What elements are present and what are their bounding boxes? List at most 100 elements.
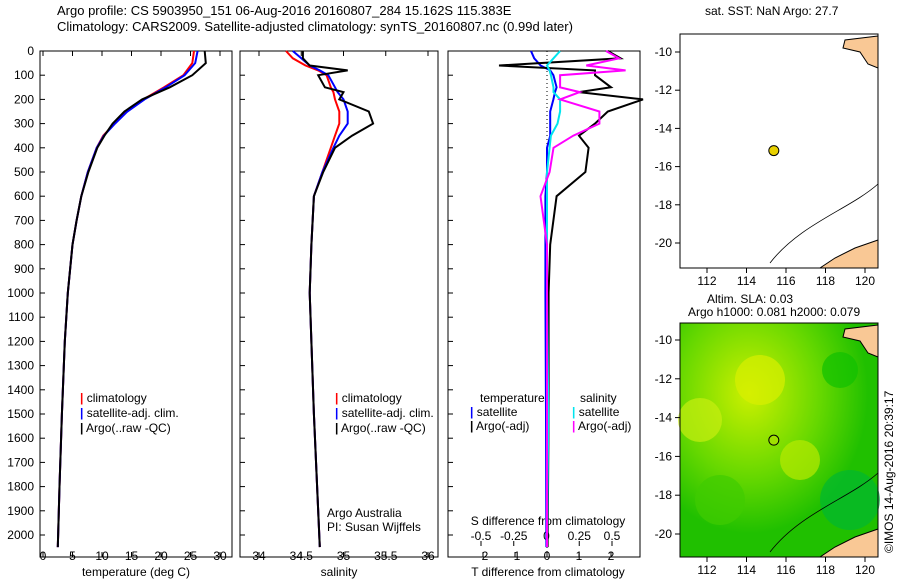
x-tick-label: 0 <box>40 549 47 563</box>
x2-tick-label: -0.5 <box>471 529 492 543</box>
legend-t-sat: satellite <box>476 405 518 419</box>
sla-blob <box>820 470 880 530</box>
plot-frame-2 <box>447 50 641 558</box>
lat-tick-label: -12 <box>655 372 673 386</box>
lon-tick-label: 118 <box>816 274 835 288</box>
x2-tick-label: -0.25 <box>500 529 528 543</box>
y-tick-label: 2000 <box>7 528 34 542</box>
y-tick-label: 1100 <box>8 310 34 324</box>
credit-line-2: PI: Susan Wijffels <box>327 520 421 534</box>
x-axis-label: salinity <box>321 565 358 579</box>
legend-satellite: satellite-adj. clim. <box>86 406 179 420</box>
lon-tick-label: 118 <box>816 563 835 577</box>
series-line-temperature-satellite <box>530 50 558 548</box>
series-line-temperature-argo-adj- <box>498 50 644 548</box>
land-island <box>842 35 879 69</box>
lon-tick-label: 116 <box>776 563 795 577</box>
x-tick-label: 34 <box>252 549 266 563</box>
lat-tick-label: -18 <box>655 488 673 502</box>
legend-climatology: climatology <box>341 391 402 405</box>
land-australia <box>818 239 879 269</box>
x-tick-label: -2 <box>478 549 489 563</box>
y-tick-label: 1700 <box>7 455 34 469</box>
x-tick-label: 36 <box>421 549 435 563</box>
y-tick-label: 200 <box>14 92 34 106</box>
lon-tick-label: 112 <box>697 563 716 577</box>
y-tick-label: 1300 <box>7 359 34 373</box>
map2-title-2: Argo h1000: 0.081 h2000: 0.079 <box>688 305 861 319</box>
blue-marker-icon: | <box>335 406 339 420</box>
legend-argo: Argo(..raw -QC) <box>86 421 171 435</box>
legend-t-argo: Argo(-adj) <box>476 419 530 433</box>
y-tick-label: 600 <box>14 189 34 203</box>
y-tick-label: 1200 <box>7 334 34 348</box>
legend-satellite: satellite-adj. clim. <box>341 406 434 420</box>
lon-tick-label: 120 <box>855 274 875 288</box>
x-tick-label: -1 <box>510 549 521 563</box>
series-line-climatology <box>56 50 195 548</box>
lon-tick-label: 114 <box>737 563 756 577</box>
y-tick-label: 400 <box>14 141 34 155</box>
imos-stamp: ©IMOS 14-Aug-2016 20:39:17 <box>882 390 896 553</box>
legend-s-sat: satellite <box>578 405 620 419</box>
legend-diff-salinity: salinity | satellite | Argo(-adj) <box>572 391 631 433</box>
black-marker-icon: | <box>470 419 474 433</box>
sla-blob <box>735 355 785 405</box>
x-tick-label: 30 <box>213 549 227 563</box>
y-tick-label: 0 <box>27 44 34 58</box>
plot-frame-0 <box>39 50 233 558</box>
legend-salinity: | climatology | satellite-adj. clim. | A… <box>335 391 434 436</box>
x-axis-label: temperature (deg C) <box>82 565 190 579</box>
lat-tick-label: -14 <box>655 121 673 135</box>
x-tick-label: 20 <box>154 549 168 563</box>
plot-frame-1 <box>239 50 439 558</box>
lat-tick-label: -16 <box>655 449 673 463</box>
x-tick-label: 25 <box>184 549 198 563</box>
lat-tick-label: -18 <box>655 198 673 212</box>
x-axis-label: T difference from climatology <box>471 565 625 579</box>
y-tick-label: 900 <box>14 262 34 276</box>
x-tick-label: 2 <box>608 549 615 563</box>
lat-tick-label: -14 <box>655 411 673 425</box>
map1-title: sat. SST: NaN Argo: 27.7 <box>705 4 839 18</box>
legend-t-head: temperature <box>480 391 545 405</box>
legend-argo: Argo(..raw -QC) <box>341 421 426 435</box>
y-tick-label: 1500 <box>7 407 34 421</box>
x-tick-label: 35.5 <box>374 549 398 563</box>
sla-blob <box>678 398 722 442</box>
map2-frame <box>679 322 879 558</box>
title-line-2: Climatology: CARS2009. Satellite-adjuste… <box>57 19 573 34</box>
lat-tick-label: -10 <box>655 45 673 59</box>
x-tick-label: 15 <box>125 549 139 563</box>
legend-s-argo: Argo(-adj) <box>578 419 632 433</box>
argo-float-marker <box>768 434 780 446</box>
legend-temperature: | climatology | satellite-adj. clim. | A… <box>80 391 179 436</box>
y-tick-label: 1800 <box>7 480 34 494</box>
magenta-marker-icon: | <box>572 419 576 433</box>
credit-line-1: Argo Australia <box>327 506 402 520</box>
red-marker-icon: | <box>335 391 339 405</box>
blue-marker-icon: | <box>80 406 84 420</box>
lat-tick-label: -12 <box>655 83 673 97</box>
cyan-marker-icon: | <box>572 405 576 419</box>
series-line-satellite-adj-clim- <box>56 50 199 548</box>
legend-s-head: salinity <box>580 391 617 405</box>
x-tick-label: 5 <box>69 549 76 563</box>
map2-map: -10 -12 -14 -16 -18 -20 112 114 116 118 120 <box>655 322 880 577</box>
x2-tick-label: 0.5 <box>604 529 621 543</box>
y-tick-label: 1000 <box>7 286 34 300</box>
series-line-climatology <box>285 50 341 548</box>
sla-blob <box>695 475 745 525</box>
series-line-salinity-argo-adj- <box>539 50 626 548</box>
x-tick-label: 34.5 <box>290 549 314 563</box>
map1-map: -10 -12 -14 -16 -18 -20 112 114 116 118 120 <box>655 33 879 288</box>
isobath-line <box>769 472 879 553</box>
map2-title-1: Altim. SLA: 0.03 <box>707 292 794 306</box>
lon-tick-label: 112 <box>697 274 716 288</box>
y-tick-label: 700 <box>14 213 34 227</box>
legend-climatology: climatology <box>86 391 147 405</box>
y-tick-label: 1900 <box>7 504 34 518</box>
sla-blob <box>822 352 858 388</box>
